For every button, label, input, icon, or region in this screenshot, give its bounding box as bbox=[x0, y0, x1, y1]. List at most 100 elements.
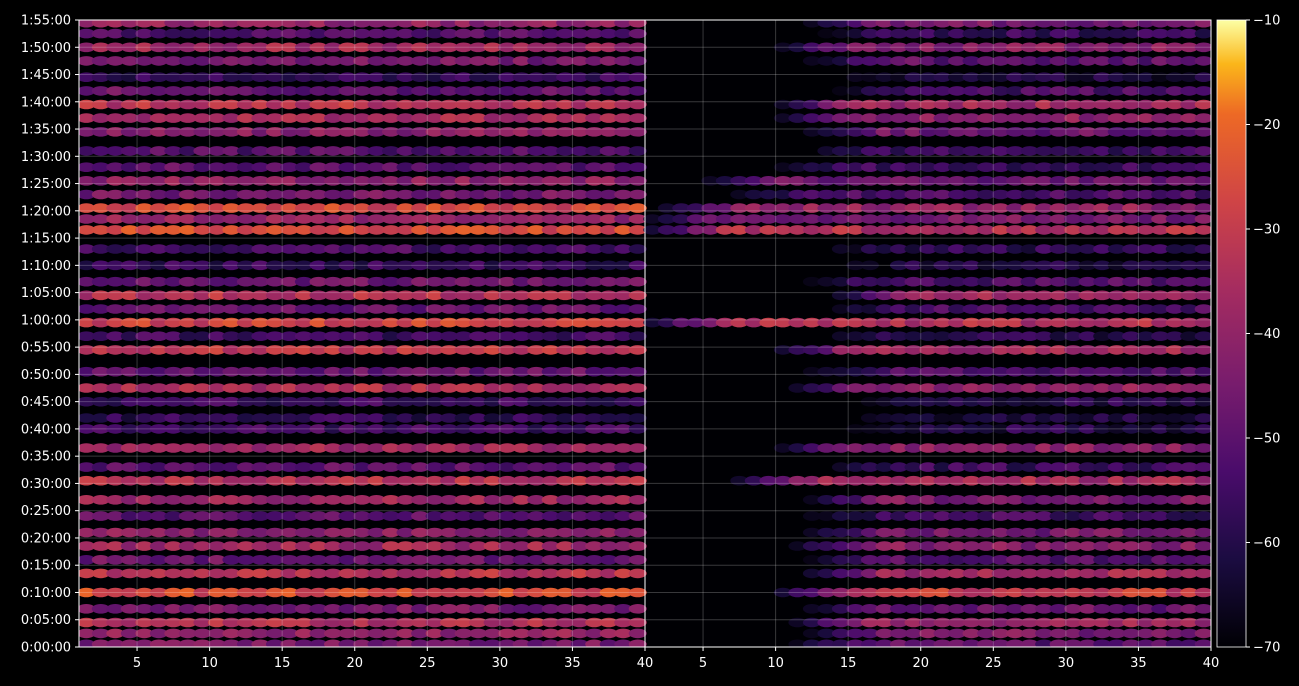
heatmap-cell bbox=[919, 189, 937, 200]
heatmap-cell bbox=[1107, 162, 1126, 172]
heatmap-cell bbox=[860, 443, 879, 453]
x-tick-label: 30 bbox=[1058, 656, 1075, 671]
heatmap-cell bbox=[1093, 541, 1112, 551]
heatmap-cell bbox=[251, 443, 270, 453]
heatmap-cell bbox=[585, 475, 604, 486]
heatmap-cell bbox=[483, 424, 502, 434]
heatmap-cell bbox=[890, 331, 908, 342]
heatmap-cell bbox=[411, 383, 430, 393]
heatmap-cell bbox=[1107, 541, 1126, 551]
heatmap-cell bbox=[309, 331, 328, 342]
heatmap-cell bbox=[991, 511, 1010, 521]
heatmap-cell bbox=[890, 568, 908, 579]
heatmap-cell bbox=[396, 162, 415, 172]
heatmap-cell bbox=[890, 317, 908, 328]
heatmap-cell bbox=[1136, 20, 1155, 28]
heatmap-cell bbox=[919, 568, 937, 579]
heatmap-cell bbox=[512, 413, 531, 423]
heatmap-cell bbox=[773, 189, 792, 200]
heatmap-cell bbox=[425, 203, 444, 213]
heatmap-cell bbox=[411, 604, 430, 614]
heatmap-cell bbox=[222, 555, 241, 565]
heatmap-cell bbox=[556, 511, 575, 521]
heatmap-cell bbox=[236, 568, 255, 579]
heatmap-cell bbox=[977, 20, 996, 28]
heatmap-cell bbox=[367, 345, 386, 355]
heatmap-cell bbox=[251, 162, 270, 172]
heatmap-cell bbox=[948, 604, 966, 614]
heatmap-cell bbox=[1180, 617, 1199, 628]
heatmap-cell bbox=[933, 555, 952, 565]
heatmap-cell bbox=[1107, 290, 1126, 301]
heatmap-cell bbox=[1093, 568, 1112, 579]
heatmap-cell bbox=[977, 304, 996, 314]
heatmap-cell bbox=[236, 541, 255, 551]
heatmap-cell bbox=[1122, 345, 1141, 355]
heatmap-cell bbox=[570, 99, 589, 110]
heatmap-cell bbox=[948, 331, 966, 342]
heatmap-cell bbox=[338, 628, 357, 639]
heatmap-cell bbox=[846, 587, 865, 598]
heatmap-cell bbox=[1035, 56, 1054, 66]
heatmap-cell bbox=[1151, 511, 1170, 521]
heatmap-cell bbox=[527, 317, 546, 328]
heatmap-cell bbox=[628, 443, 647, 453]
heatmap-cell bbox=[933, 604, 952, 614]
heatmap-cell bbox=[1078, 587, 1097, 598]
heatmap-cell bbox=[512, 617, 531, 628]
heatmap-cell bbox=[1020, 176, 1039, 186]
heatmap-cell bbox=[817, 146, 836, 156]
heatmap-cell bbox=[933, 331, 952, 342]
heatmap-cell bbox=[367, 639, 386, 647]
heatmap-cell bbox=[962, 28, 981, 39]
heatmap-cell bbox=[1165, 28, 1184, 39]
heatmap-cell bbox=[556, 20, 575, 28]
heatmap-cell bbox=[324, 617, 342, 628]
heatmap-cell bbox=[353, 20, 371, 28]
heatmap-cell bbox=[324, 628, 342, 639]
heatmap-cell bbox=[977, 28, 996, 39]
heatmap-cell bbox=[1035, 176, 1054, 186]
heatmap-cell bbox=[382, 443, 400, 453]
heatmap-cell bbox=[846, 28, 865, 39]
heatmap-cell bbox=[353, 56, 371, 66]
heatmap-cell bbox=[106, 176, 125, 186]
heatmap-cell bbox=[1020, 56, 1039, 66]
x-tick-label: 40 bbox=[637, 656, 654, 671]
y-tick-label: 0:00:00 bbox=[21, 641, 71, 656]
heatmap-cell bbox=[367, 304, 386, 314]
heatmap-cell bbox=[222, 424, 241, 434]
heatmap-cell bbox=[1165, 225, 1184, 235]
heatmap-cell bbox=[933, 495, 952, 505]
heatmap-cell bbox=[324, 604, 342, 614]
heatmap-cell bbox=[527, 244, 546, 254]
heatmap-cell bbox=[411, 511, 430, 521]
heatmap-cell bbox=[715, 225, 734, 235]
heatmap-cell bbox=[251, 541, 270, 551]
heatmap-cell bbox=[1078, 56, 1097, 66]
heatmap-cell bbox=[79, 628, 96, 639]
heatmap-cell bbox=[280, 72, 299, 82]
heatmap-cell bbox=[338, 495, 357, 505]
heatmap-cell bbox=[948, 86, 966, 96]
heatmap-cell bbox=[846, 345, 865, 355]
heatmap-cell bbox=[904, 20, 923, 28]
heatmap-cell bbox=[193, 424, 212, 434]
heatmap-cell bbox=[251, 42, 270, 53]
heatmap-cell bbox=[236, 475, 255, 486]
heatmap-cell bbox=[1078, 396, 1097, 407]
heatmap-cell bbox=[1006, 587, 1025, 598]
heatmap-cell bbox=[817, 628, 836, 639]
heatmap-cell bbox=[1006, 383, 1025, 393]
heatmap-cell bbox=[135, 304, 154, 314]
heatmap-cell bbox=[788, 443, 807, 453]
heatmap-cell bbox=[164, 189, 183, 200]
heatmap-cell bbox=[556, 28, 575, 39]
heatmap-cell bbox=[1064, 331, 1083, 342]
heatmap-cell bbox=[831, 225, 850, 235]
heatmap-cell bbox=[860, 604, 879, 614]
heatmap-cell bbox=[831, 203, 850, 213]
heatmap-cell bbox=[933, 203, 952, 213]
heatmap-cell bbox=[91, 511, 110, 521]
heatmap-cell bbox=[788, 317, 807, 328]
